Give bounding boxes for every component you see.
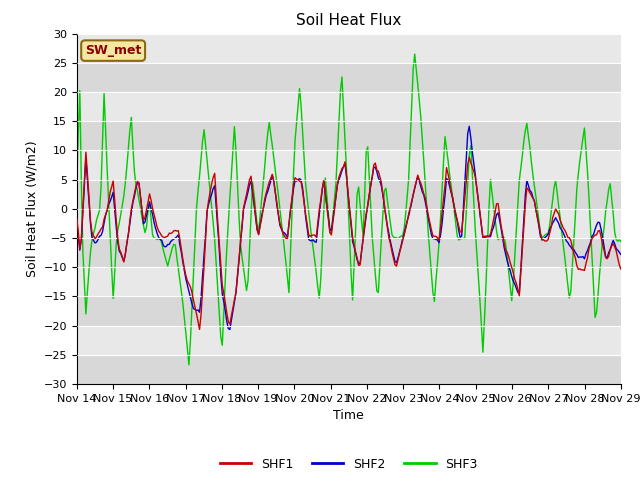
Bar (77, 296, 621, 325)
SHF2 (589, 232, 597, 238)
SHF2 (237, 242, 244, 248)
SHF1 (141, 215, 149, 220)
Bar (77, 63, 621, 92)
Line: SHF2: SHF2 (77, 126, 621, 329)
Bar (77, 355, 621, 384)
Title: Soil Heat Flux: Soil Heat Flux (296, 13, 401, 28)
Y-axis label: Soil Heat Flux (W/m2): Soil Heat Flux (W/m2) (25, 141, 38, 277)
Bar (77, 238, 621, 267)
SHF2 (255, 231, 262, 237)
SHF3 (312, 270, 320, 276)
Bar (77, 34, 621, 63)
SHF2 (73, 221, 81, 227)
SHF3 (617, 239, 625, 244)
SHF1 (589, 234, 597, 240)
Legend: SHF1, SHF2, SHF3: SHF1, SHF2, SHF3 (214, 453, 483, 476)
SHF2 (264, 189, 271, 194)
SHF2 (465, 123, 473, 129)
Bar (77, 150, 621, 180)
SHF2 (226, 326, 234, 332)
Line: SHF1: SHF1 (77, 152, 621, 329)
Bar (77, 92, 621, 121)
Bar (77, 267, 621, 296)
SHF3 (411, 51, 419, 57)
X-axis label: Time: Time (333, 409, 364, 422)
SHF1 (82, 149, 90, 155)
SHF1 (196, 326, 204, 332)
SHF1 (238, 223, 246, 229)
SHF3 (589, 283, 597, 289)
SHF2 (617, 252, 625, 257)
SHF3 (264, 131, 271, 136)
Line: SHF3: SHF3 (77, 54, 621, 365)
Bar (77, 121, 621, 150)
SHF3 (237, 241, 244, 247)
SHF1 (256, 223, 264, 228)
SHF1 (73, 216, 81, 221)
SHF3 (73, 181, 81, 187)
SHF3 (185, 362, 193, 368)
SHF1 (266, 179, 273, 185)
Text: SW_met: SW_met (85, 44, 141, 57)
SHF2 (312, 240, 320, 245)
SHF3 (140, 223, 147, 228)
SHF2 (140, 221, 147, 227)
SHF1 (314, 220, 321, 226)
Bar (77, 180, 621, 209)
SHF1 (617, 266, 625, 272)
Bar (77, 209, 621, 238)
SHF3 (255, 228, 262, 234)
Bar (77, 325, 621, 355)
